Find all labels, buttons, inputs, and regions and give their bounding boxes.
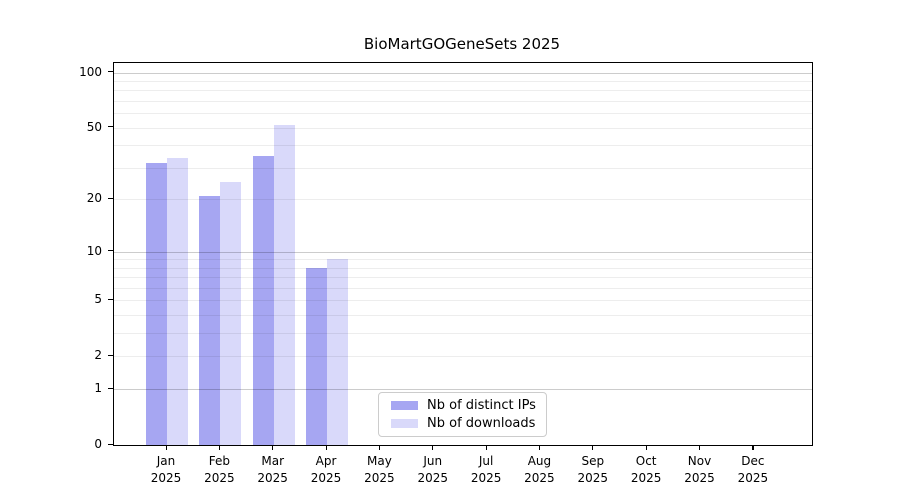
bar-apr-ips [306, 267, 328, 445]
bar-mar-ips [252, 155, 274, 445]
x-tick-mark-nov [699, 445, 701, 451]
y-tick-mark-20 [108, 197, 113, 200]
x-tick-label-mar: Mar 2025 [257, 454, 288, 485]
gridline-9 [114, 259, 812, 261]
x-tick-mark-feb [218, 445, 221, 451]
y-tick-mark-10 [108, 250, 113, 252]
y-tick-label-50: 50 [86, 119, 102, 134]
gridline-6 [114, 288, 812, 289]
x-tick-mark-aug [538, 445, 541, 451]
gridline-100 [114, 72, 812, 74]
y-tick-label-20: 20 [86, 191, 102, 206]
gridline-40 [114, 145, 812, 147]
y-tick-mark-100 [108, 71, 113, 73]
legend-label-downloads: Nb of downloads [427, 416, 536, 431]
gridline-2 [114, 356, 812, 358]
gridline-60 [114, 113, 812, 115]
legend-label-distinct-ips: Nb of distinct IPs [427, 398, 536, 413]
downloads-swatch-icon [391, 419, 418, 428]
x-tick-label-feb: Feb 2025 [204, 454, 235, 485]
bar-feb-ips [199, 195, 221, 445]
x-tick-mark-jan [165, 445, 167, 451]
gridline-30 [114, 167, 812, 169]
y-tick-label-5: 5 [94, 292, 102, 307]
y-tick-mark-1 [108, 387, 113, 389]
gridline-5 [114, 300, 812, 302]
x-tick-label-jul: Jul 2025 [470, 454, 502, 485]
y-tick-label-100: 100 [79, 64, 102, 79]
x-tick-mark-oct [645, 445, 647, 451]
y-tick-label-1: 1 [94, 381, 102, 396]
y-tick-mark-0 [108, 443, 113, 445]
legend-item-downloads: Nb of downloads [379, 416, 546, 431]
x-tick-label-jan: Jan 2025 [150, 454, 182, 485]
y-tick-mark-50 [108, 126, 113, 128]
x-tick-mark-jun [432, 445, 434, 451]
bar-jan-downloads [167, 158, 188, 445]
x-tick-label-nov: Nov 2025 [684, 454, 715, 485]
x-tick-label-oct: Oct 2025 [630, 454, 662, 485]
chart-title: BioMartGOGeneSets 2025 [363, 35, 561, 53]
bar-feb-downloads [220, 182, 242, 445]
distinct-ips-swatch-icon [391, 401, 418, 410]
x-tick-mark-apr [325, 445, 327, 451]
gridline-1 [114, 389, 812, 391]
gridline-7 [114, 277, 812, 279]
x-tick-mark-mar [272, 445, 274, 451]
bar-jan-ips [146, 162, 167, 445]
x-tick-label-may: May 2025 [364, 454, 395, 485]
y-tick-label-2: 2 [94, 348, 102, 363]
x-tick-mark-dec [752, 445, 754, 451]
plot-area [113, 62, 813, 446]
gridline-50 [114, 127, 812, 129]
gridline-10 [114, 251, 812, 253]
legend: Nb of distinct IPs Nb of downloads [378, 392, 547, 437]
y-tick-mark-5 [108, 298, 113, 301]
gridline-20 [114, 199, 812, 201]
y-tick-label-0: 0 [94, 437, 102, 451]
y-tick-label-10: 10 [86, 243, 102, 258]
gridline-4 [114, 315, 812, 317]
gridline-80 [114, 90, 812, 92]
x-tick-mark-may [378, 445, 381, 451]
gridline-70 [114, 101, 812, 102]
bar-mar-downloads [273, 124, 295, 445]
bar-apr-downloads [327, 259, 349, 445]
gridline-8 [114, 267, 812, 269]
x-tick-label-jun: Jun 2025 [417, 454, 449, 485]
x-tick-label-aug: Aug 2025 [524, 454, 555, 485]
x-tick-label-apr: Apr 2025 [310, 454, 342, 485]
x-tick-label-sep: Sep 2025 [577, 454, 609, 485]
y-tick-mark-2 [108, 354, 113, 357]
legend-item-distinct-ips: Nb of distinct IPs [379, 398, 546, 413]
gridline-90 [114, 81, 812, 82]
x-tick-label-dec: Dec 2025 [737, 454, 769, 485]
x-tick-mark-jul [485, 445, 487, 451]
x-tick-mark-sep [592, 445, 594, 451]
gridline-3 [114, 333, 812, 335]
